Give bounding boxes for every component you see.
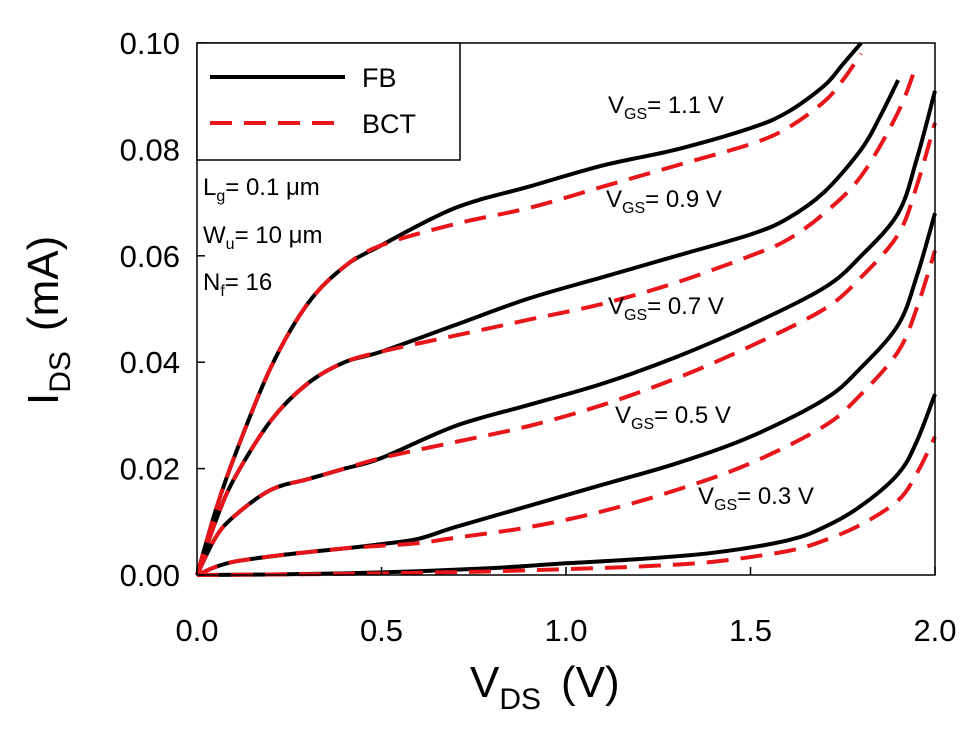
curve-labels: VGS= 1.1 V VGS= 0.9 V VGS= 0.7 V VGS= 0.…	[606, 92, 814, 514]
y-axis-label-main: I	[19, 393, 68, 405]
param-wu-sub: u	[226, 236, 235, 253]
curve-label-vgs-0-5: VGS= 0.5 V	[615, 402, 731, 433]
legend-bct-label: BCT	[362, 109, 416, 139]
curve-label-vgs-0-3-text: = 0.3 V	[737, 483, 814, 510]
series-bct-vgs-0-5	[196, 249, 937, 577]
curve-label-vgs-1-1-sub: GS	[624, 106, 647, 123]
y-tick-label: 0.04	[120, 345, 180, 380]
x-axis-label: VDS (V)	[470, 658, 620, 716]
curve-label-vgs-0-7: VGS= 0.7 V	[608, 293, 724, 324]
x-axis-label-unit: (V)	[561, 658, 620, 707]
ticks-layer: 0.0 0.5 1.0 1.5 2.0 0.00 0.02 0.04 0.06 0.08 0.10	[120, 26, 957, 648]
curve-label-vgs-0-9-main: V	[606, 186, 622, 213]
legend: FB BCT	[196, 42, 461, 161]
param-nf: Nf= 16	[203, 269, 272, 300]
curve-label-vgs-0-3-sub: GS	[714, 497, 737, 514]
param-lg: Lg= 0.1 μm	[203, 174, 320, 205]
y-tick-label: 0.02	[120, 452, 180, 487]
x-tick-label: 0.0	[175, 613, 218, 648]
series-fb-vgs-1-1	[195, 41, 863, 576]
curve-label-vgs-0-3: VGS= 0.3 V	[698, 483, 814, 514]
series-bct-vgs-1-1	[195, 52, 863, 576]
curve-label-vgs-0-7-text: = 0.7 V	[647, 293, 724, 320]
x-tick-label: 0.5	[360, 613, 403, 648]
y-axis-label-group: IDS (mA)	[19, 236, 77, 405]
param-nf-text: = 16	[225, 269, 272, 296]
y-tick-label: 0.10	[120, 26, 180, 61]
series-bct-vgs-0-7	[195, 122, 937, 576]
x-axis-label-main: V	[470, 658, 500, 707]
param-nf-sub: f	[220, 283, 225, 300]
curve-label-vgs-0-3-main: V	[698, 483, 714, 510]
curve-label-vgs-0-5-main: V	[615, 402, 631, 429]
curve-label-vgs-1-1-text: = 1.1 V	[647, 92, 724, 119]
curve-label-vgs-0-9-text: = 0.9 V	[645, 186, 722, 213]
curve-label-vgs-0-9-sub: GS	[622, 200, 645, 217]
curve-label-vgs-0-7-sub: GS	[624, 307, 647, 324]
y-axis-label-unit: (mA)	[19, 236, 68, 331]
param-lg-text: = 0.1 μm	[225, 174, 320, 201]
y-tick-label: 0.06	[120, 239, 180, 274]
param-nf-main: N	[203, 269, 220, 296]
curve-label-vgs-0-9: VGS= 0.9 V	[606, 186, 722, 217]
legend-box	[196, 42, 461, 161]
device-params: Lg= 0.1 μm Wu= 10 μm Nf= 16	[203, 174, 322, 300]
curve-label-vgs-0-5-sub: GS	[631, 416, 654, 433]
series-bct-vgs-0-9	[195, 63, 919, 576]
legend-fb-label: FB	[362, 63, 397, 93]
param-wu-text: = 10 μm	[235, 222, 323, 249]
x-tick-label: 1.5	[729, 613, 772, 648]
curve-label-vgs-1-1: VGS= 1.1 V	[608, 92, 724, 123]
y-axis-label-sub: DS	[44, 351, 77, 393]
y-axis-label: IDS (mA)	[19, 236, 77, 405]
series-bct-vgs-0-3	[196, 435, 937, 577]
param-lg-sub: g	[216, 188, 225, 205]
x-tick-label: 1.0	[544, 613, 587, 648]
series-layer	[195, 41, 937, 577]
y-tick-label: 0.08	[120, 132, 180, 167]
x-axis-label-sub: DS	[499, 683, 541, 716]
curve-label-vgs-0-7-main: V	[608, 293, 624, 320]
y-tick-label: 0.00	[120, 558, 180, 593]
param-lg-main: L	[203, 174, 216, 201]
curve-label-vgs-0-5-text: = 0.5 V	[654, 402, 731, 429]
param-wu: Wu= 10 μm	[203, 222, 322, 253]
curve-label-vgs-1-1-main: V	[608, 92, 624, 119]
param-wu-main: W	[203, 222, 226, 249]
x-tick-label: 2.0	[913, 613, 956, 648]
